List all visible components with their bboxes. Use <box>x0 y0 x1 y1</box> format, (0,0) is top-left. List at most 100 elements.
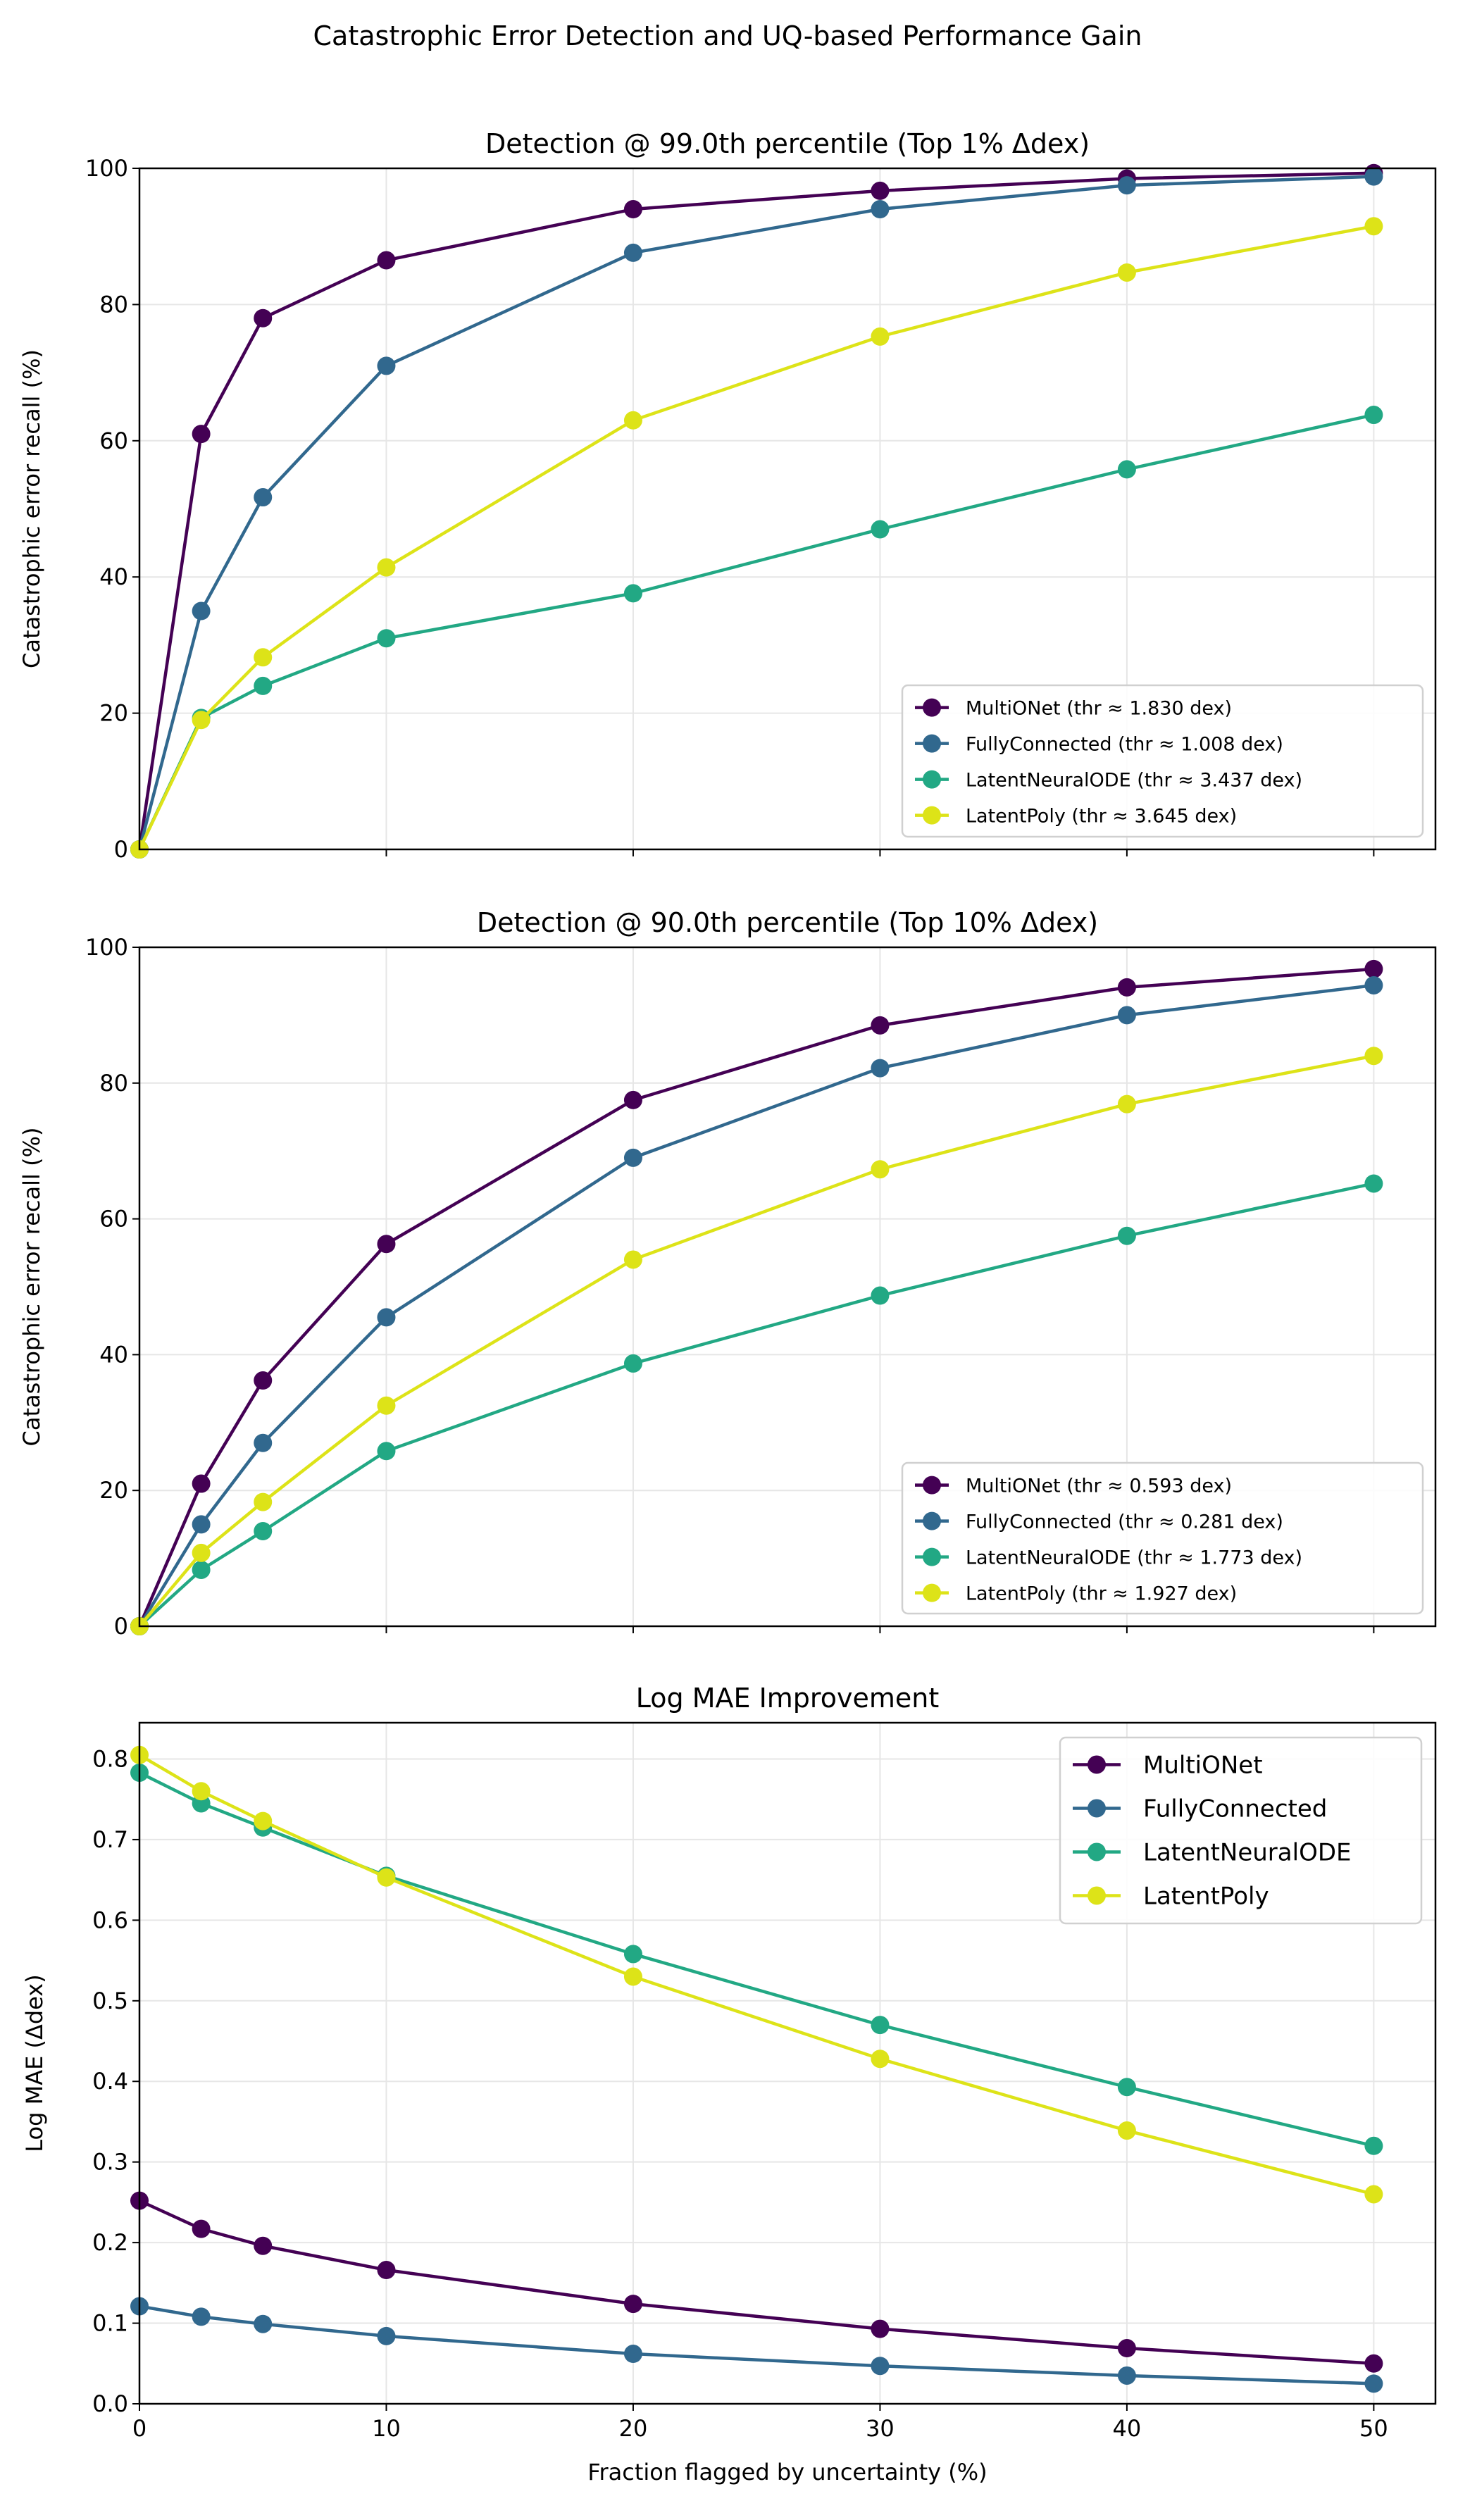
x-tick-label: 20 <box>619 2415 648 2442</box>
data-point <box>1364 959 1383 978</box>
legend-item: MultiONet (thr ≈ 1.830 dex) <box>915 697 1232 719</box>
panel-title: Detection @ 90.0th percentile (Top 10% Δ… <box>477 907 1098 938</box>
data-point <box>192 1782 211 1801</box>
y-tick-label: 80 <box>99 1070 128 1097</box>
data-point <box>1364 217 1383 236</box>
data-point <box>1117 2121 1136 2140</box>
data-point <box>377 1868 396 1887</box>
data-point <box>871 1016 890 1035</box>
data-point <box>192 2219 211 2238</box>
data-point <box>1364 167 1383 186</box>
series-line <box>137 171 1374 850</box>
data-point <box>192 711 211 730</box>
chart-panel-1: 0 20 40 60 80 100 Detection @ 99.0th percentil… <box>18 128 1437 863</box>
data-point <box>623 2345 642 2364</box>
data-point <box>1117 2078 1136 2097</box>
legend-label: FullyConnected (thr ≈ 1.008 dex) <box>966 733 1283 755</box>
data-point <box>1364 975 1383 994</box>
data-point <box>1364 2354 1383 2373</box>
data-point <box>871 2357 890 2376</box>
legend-label: LatentPoly (thr ≈ 1.927 dex) <box>966 1583 1237 1604</box>
data-point <box>1364 1047 1383 1066</box>
legend-marker <box>923 770 941 789</box>
data-point <box>871 520 890 539</box>
data-point <box>1117 263 1136 282</box>
series-line <box>139 2304 1374 2385</box>
y-tick-label: 0.5 <box>92 1988 128 2014</box>
legend-item: LatentPoly (thr ≈ 3.645 dex) <box>915 805 1237 827</box>
data-point <box>871 2319 890 2338</box>
axes-frame <box>138 1721 1437 2405</box>
x-tick-label: 0 <box>132 2415 147 2442</box>
data-point <box>1364 2374 1383 2393</box>
data-point <box>192 1543 211 1562</box>
series-LatentPoly <box>130 1047 1383 1635</box>
data-point <box>623 584 642 603</box>
data-point <box>377 356 396 375</box>
data-point <box>871 200 890 219</box>
series-line <box>138 1054 1374 1628</box>
y-tick-label: 20 <box>99 700 128 727</box>
legend-box <box>901 684 1424 838</box>
legend-marker <box>923 806 941 825</box>
data-point <box>623 411 642 430</box>
data-point <box>871 1059 890 1078</box>
legend-label: LatentNeuralODE (thr ≈ 3.437 dex) <box>966 769 1302 791</box>
legend-marker <box>1088 1886 1106 1905</box>
series-line <box>138 1182 1374 1628</box>
chart-panel-3: 0 10 20 30 40 50 0.0 0.1 0.2 0.3 0.4 0.5 0.6 0.7 0.8 Lo… <box>21 1683 1437 2485</box>
data-point <box>1117 978 1136 997</box>
legend-label: LatentNeuralODE <box>1143 1839 1352 1867</box>
legend-label: MultiONet (thr ≈ 0.593 dex) <box>966 1475 1232 1497</box>
legend-item: LatentNeuralODE <box>1073 1839 1352 1867</box>
legend-item: FullyConnected (thr ≈ 1.008 dex) <box>915 733 1283 755</box>
data-point <box>1364 2136 1383 2155</box>
legend: MultiONet (thr ≈ 1.830 dex) FullyConnecte… <box>901 684 1424 838</box>
data-point <box>254 488 273 507</box>
data-point <box>192 1560 211 1579</box>
data-point <box>623 1354 642 1373</box>
legend-item: LatentPoly (thr ≈ 1.927 dex) <box>915 1583 1237 1604</box>
data-point <box>623 1148 642 1167</box>
data-point <box>377 1396 396 1415</box>
data-point <box>623 200 642 219</box>
legend-item: MultiONet <box>1073 1752 1263 1780</box>
data-point <box>254 676 273 695</box>
data-point <box>254 2236 273 2255</box>
legend: MultiONet (thr ≈ 0.593 dex) FullyConnecte… <box>901 1461 1424 1615</box>
data-point <box>1117 1226 1136 1245</box>
y-tick-label: 0 <box>114 1613 128 1640</box>
y-tick-label: 0.1 <box>92 2310 128 2337</box>
y-tick-label: 80 <box>99 291 128 318</box>
y-tick-label: 0.2 <box>92 2229 128 2256</box>
series-LatentNeuralODE <box>130 1174 1383 1635</box>
series-line <box>137 175 1374 850</box>
x-tick-label: 10 <box>372 2415 401 2442</box>
data-point <box>871 1160 890 1179</box>
data-point <box>254 1811 273 1830</box>
panel-title: Detection @ 99.0th percentile (Top 1% Δd… <box>485 128 1090 159</box>
y-tick-label: 0 <box>114 836 128 863</box>
data-point <box>623 1090 642 1109</box>
series-line <box>137 967 1374 1627</box>
legend-marker <box>923 1583 941 1602</box>
legend-item: FullyConnected <box>1073 1795 1327 1823</box>
data-point <box>623 1945 642 1964</box>
legend-label: MultiONet (thr ≈ 1.830 dex) <box>966 697 1232 719</box>
y-tick-label: 20 <box>99 1477 128 1504</box>
data-point <box>377 629 396 648</box>
data-point <box>871 2016 890 2035</box>
legend-marker <box>923 1547 941 1566</box>
x-tick-label: 50 <box>1359 2415 1388 2442</box>
series-line <box>139 2199 1374 2366</box>
x-tick-label: 30 <box>866 2415 895 2442</box>
legend-marker <box>1088 1799 1106 1818</box>
legend-item: LatentPoly <box>1073 1883 1269 1911</box>
data-point <box>377 2326 396 2345</box>
y-tick-label: 0.3 <box>92 2149 128 2176</box>
data-point <box>254 2314 273 2333</box>
legend-item: LatentNeuralODE (thr ≈ 1.773 dex) <box>915 1547 1302 1568</box>
legend-item: FullyConnected (thr ≈ 0.281 dex) <box>915 1511 1283 1533</box>
y-tick-label: 40 <box>99 1341 128 1368</box>
data-point <box>377 2261 396 2280</box>
